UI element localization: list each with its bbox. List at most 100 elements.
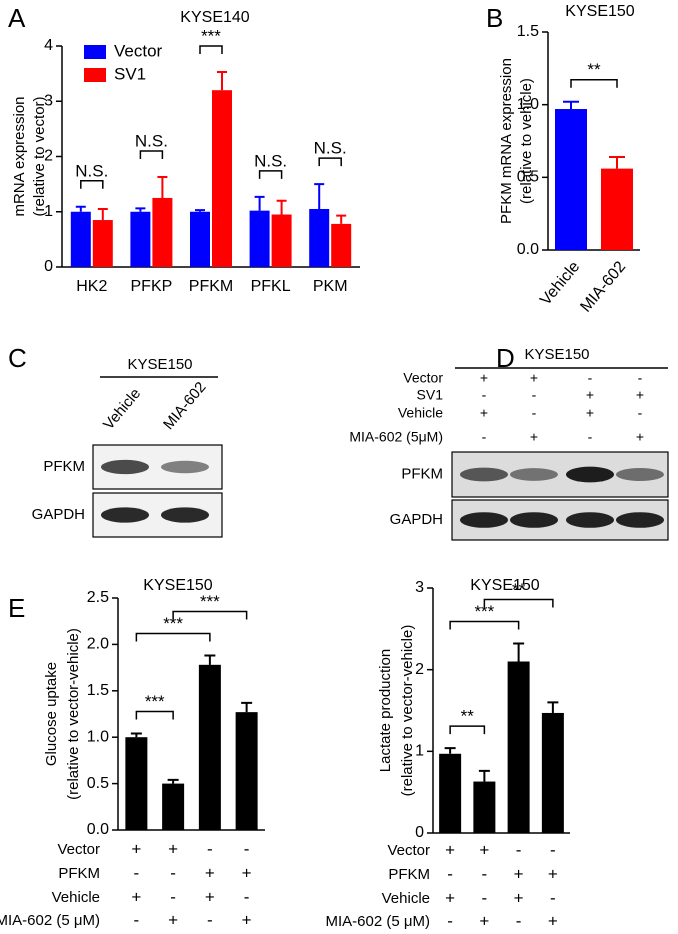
condition-label: Vector	[387, 842, 430, 859]
condition-sign: -	[550, 840, 556, 859]
significance-bracket	[80, 180, 104, 189]
bar	[541, 712, 564, 833]
significance-label: N.S.	[135, 131, 168, 150]
significance-label: N.S.	[254, 151, 287, 170]
bar	[92, 220, 113, 267]
blot-row-label: GAPDH	[32, 506, 85, 523]
condition-sign: +	[548, 911, 558, 930]
condition-sign: +	[205, 887, 215, 906]
significance-bracket	[483, 598, 554, 608]
panel-label: C	[8, 343, 27, 373]
condition-label: Vector	[57, 841, 100, 858]
chart-title: KYSE150	[470, 577, 539, 594]
error-bar	[336, 214, 347, 224]
condition-sign: +	[479, 840, 489, 859]
y-tick-label: 2.0	[87, 636, 109, 653]
bar	[331, 223, 352, 267]
blot-title: KYSE150	[524, 346, 589, 363]
significance-bracket	[199, 45, 223, 54]
significance-label: ***	[201, 26, 221, 45]
condition-sign: +	[131, 887, 141, 906]
significance-label: **	[512, 580, 526, 599]
bar	[271, 214, 292, 267]
error-bar	[195, 209, 205, 212]
y-tick-label: 2	[415, 661, 424, 678]
bar	[249, 210, 270, 267]
error-bar	[204, 654, 216, 665]
error-bar	[314, 183, 325, 209]
blot-row-label: GAPDH	[390, 511, 443, 528]
bar	[162, 783, 185, 830]
error-bar	[75, 205, 86, 212]
x-tick-label: PFKP	[131, 278, 173, 295]
blot-band	[510, 468, 558, 481]
condition-sign: +	[586, 387, 594, 403]
blot-band	[566, 466, 614, 483]
condition-sign: +	[530, 429, 538, 445]
condition-sign: -	[482, 387, 487, 403]
error-bar	[563, 100, 579, 110]
blot-band	[616, 512, 664, 528]
y-tick-label: 0.0	[87, 821, 109, 838]
condition-sign: -	[134, 863, 140, 882]
condition-sign: +	[480, 370, 488, 386]
y-tick-label: 1.0	[87, 728, 109, 745]
y-tick-label: 2.5	[87, 589, 109, 606]
x-tick-label: PFKL	[251, 278, 291, 295]
condition-label: SV1	[417, 387, 444, 403]
y-tick-label: 2	[44, 148, 53, 165]
blot-band	[460, 512, 508, 528]
condition-sign: +	[205, 863, 215, 882]
significance-bracket	[139, 150, 164, 159]
condition-sign: -	[207, 910, 213, 929]
significance-label: ***	[200, 592, 220, 611]
significance-label: **	[587, 60, 601, 79]
condition-sign: +	[242, 910, 252, 929]
error-bar	[167, 778, 179, 784]
condition-sign: -	[207, 839, 213, 858]
lane-label: MIA-602	[160, 379, 209, 433]
significance-bracket	[449, 620, 520, 630]
error-bar	[130, 732, 142, 738]
condition-sign: -	[244, 887, 250, 906]
y-tick-label: 0	[44, 258, 53, 275]
condition-sign: +	[168, 839, 178, 858]
y-tick-label: 3	[415, 579, 424, 596]
condition-label: PFKM	[388, 866, 430, 883]
condition-label: MIA-602 (5 μM)	[0, 912, 100, 929]
error-bar	[254, 195, 265, 211]
y-tick-label: 1	[44, 203, 53, 220]
condition-sign: -	[447, 864, 453, 883]
y-tick-label: 1	[415, 743, 424, 760]
blot-band	[616, 468, 664, 481]
bar	[473, 781, 496, 833]
significance-label: ***	[474, 602, 494, 621]
condition-sign: +	[445, 888, 455, 907]
significance-bracket	[135, 632, 211, 642]
condition-label: Vehicle	[398, 405, 443, 421]
significance-label: **	[461, 707, 475, 726]
blot-row-label: PFKM	[401, 465, 443, 482]
y-axis-label: Glucose uptake	[43, 662, 60, 766]
legend-label: SV1	[114, 64, 146, 83]
blot-band	[566, 512, 614, 528]
y-axis-label: Lactate production	[377, 649, 394, 772]
condition-sign: +	[514, 864, 524, 883]
y-tick-label: 1.5	[87, 682, 109, 699]
x-tick-label: PFKM	[189, 278, 233, 295]
panel-label: A	[8, 3, 26, 33]
condition-sign: -	[516, 840, 522, 859]
blot-band	[101, 459, 149, 475]
y-tick-label: 1.0	[517, 96, 539, 113]
condition-sign: -	[482, 888, 488, 907]
panel-label: E	[8, 593, 25, 623]
blot-band	[510, 512, 558, 528]
lane-label: Vehicle	[100, 385, 144, 433]
bar	[125, 737, 148, 830]
legend-swatch	[84, 68, 106, 82]
bar	[130, 211, 151, 267]
x-tick-label: MIA-602	[577, 258, 629, 315]
significance-bracket	[258, 170, 283, 179]
condition-sign: +	[168, 910, 178, 929]
